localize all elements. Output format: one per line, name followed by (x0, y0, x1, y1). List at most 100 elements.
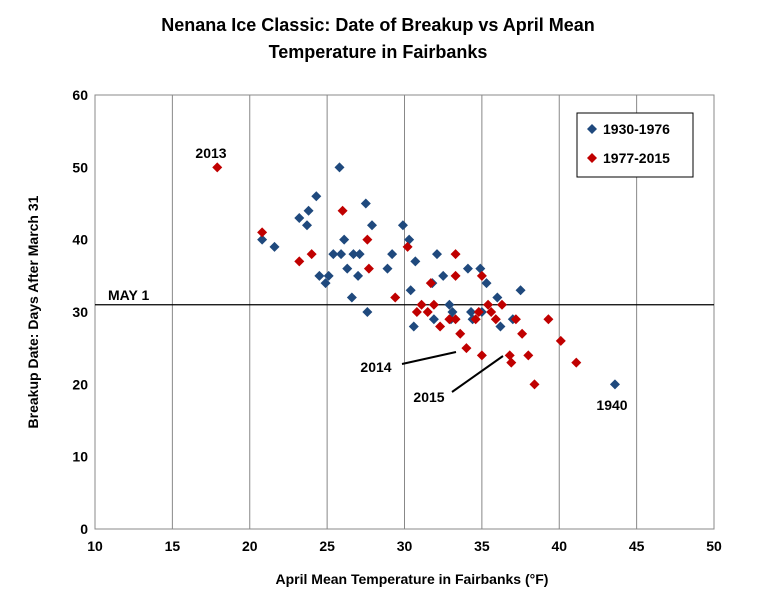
data-point-1930-1976 (342, 263, 353, 274)
data-point-1977-2015 (461, 343, 472, 354)
data-point-1977-2015 (470, 314, 481, 325)
x-tick-label: 20 (242, 538, 258, 554)
data-point-1930-1976 (323, 270, 334, 281)
data-point-1977-2015 (517, 328, 528, 339)
data-point-1977-2015 (450, 249, 461, 260)
data-point-1977-2015 (425, 278, 436, 289)
data-point-1930-1976 (336, 249, 347, 260)
legend-box (576, 112, 694, 178)
x-tick-label: 40 (551, 538, 567, 554)
x-tick-label: 15 (165, 538, 181, 554)
data-point-1977-2015 (571, 357, 582, 368)
data-point-1930-1976 (328, 249, 339, 260)
data-point-1977-2015 (411, 307, 422, 317)
data-point-1930-1976 (462, 263, 473, 274)
data-point-1930-1976 (397, 220, 408, 231)
data-point-1930-1976 (438, 270, 449, 281)
data-point-1977-2015 (476, 350, 487, 361)
annotation-1940: 1940 (596, 397, 627, 413)
data-points (212, 162, 620, 390)
data-point-1930-1976 (447, 307, 458, 317)
data-point-1977-2015 (490, 314, 501, 325)
data-point-1977-2015 (506, 357, 517, 368)
chart-title-line-2: Temperature in Fairbanks (269, 42, 488, 62)
data-point-1977-2015 (510, 314, 521, 325)
annotation-2015: 2015 (413, 389, 444, 405)
data-point-1930-1976 (515, 285, 526, 296)
data-point-1977-2015 (337, 205, 348, 216)
data-point-1977-2015 (257, 227, 268, 238)
data-point-1930-1976 (367, 220, 378, 231)
annotation-leader-2014 (401, 351, 457, 365)
data-point-1977-2015 (543, 314, 554, 325)
data-point-1977-2015 (450, 314, 461, 325)
data-point-1930-1976 (382, 263, 393, 274)
data-point-1930-1976 (408, 321, 419, 332)
data-point-1977-2015 (555, 335, 566, 346)
data-point-1930-1976 (444, 299, 455, 310)
data-point-1930-1976 (481, 278, 492, 289)
chart-title-line-1: Nenana Ice Classic: Date of Breakup vs A… (161, 15, 595, 35)
y-tick-label: 50 (72, 159, 88, 175)
x-tick-label: 10 (87, 538, 103, 554)
data-point-1930-1976 (387, 249, 398, 260)
data-point-1930-1976 (294, 212, 305, 223)
y-tick-label: 30 (72, 304, 88, 320)
x-axis-label: April Mean Temperature in Fairbanks (°F) (276, 571, 549, 587)
y-tick-label: 60 (72, 87, 88, 103)
data-point-1930-1976 (466, 307, 477, 317)
legend-marker-1930-1976 (587, 124, 597, 134)
y-axis-label: Breakup Date: Days After March 31 (25, 195, 41, 428)
data-point-1977-2015 (504, 350, 515, 361)
data-point-1930-1976 (334, 162, 345, 173)
data-point-1977-2015 (450, 270, 461, 281)
data-point-1930-1976 (302, 220, 313, 231)
data-point-1977-2015 (473, 307, 484, 317)
data-point-1930-1976 (492, 292, 503, 303)
data-point-1930-1976 (362, 307, 373, 317)
data-point-1930-1976 (320, 278, 331, 289)
data-point-1930-1976 (269, 241, 280, 252)
x-tick-label: 30 (397, 538, 413, 554)
annotation-2014: 2014 (360, 359, 391, 375)
data-point-1930-1976 (609, 379, 620, 390)
data-point-1930-1976 (410, 256, 421, 267)
legend: 1930-1976 1977-2015 (576, 112, 694, 178)
x-tick-label: 25 (319, 538, 335, 554)
data-point-1977-2015 (294, 256, 305, 267)
y-tick-label: 10 (72, 449, 88, 465)
data-point-1930-1976 (404, 234, 415, 245)
x-tick-label: 45 (629, 538, 645, 554)
data-point-1977-2015 (486, 307, 497, 317)
data-point-1930-1976 (348, 249, 359, 260)
annotation-2013: 2013 (195, 145, 226, 161)
data-point-1977-2015 (416, 299, 427, 310)
legend-label-1930-1976: 1930-1976 (603, 121, 670, 137)
data-point-1930-1976 (353, 270, 364, 281)
may-1-label: MAY 1 (108, 287, 149, 303)
data-point-1930-1976 (303, 205, 314, 216)
data-point-1930-1976 (495, 321, 506, 332)
data-point-1977-2015 (363, 263, 374, 274)
data-point-1977-2015 (306, 249, 317, 260)
data-point-1977-2015 (529, 379, 540, 390)
data-point-1930-1976 (431, 249, 442, 260)
data-point-1930-1976 (405, 285, 416, 296)
data-point-1977-2015 (212, 162, 223, 173)
y-tick-label: 20 (72, 376, 88, 392)
x-tick-label: 35 (474, 538, 490, 554)
data-point-1977-2015 (483, 299, 494, 310)
y-tick-label: 0 (80, 521, 88, 537)
data-point-1977-2015 (444, 314, 455, 325)
data-point-1977-2015 (390, 292, 401, 303)
x-tick-label: 50 (706, 538, 722, 554)
data-point-1930-1976 (311, 191, 322, 202)
data-point-1930-1976 (354, 249, 365, 260)
data-point-1930-1976 (257, 234, 268, 245)
data-point-1977-2015 (428, 299, 439, 310)
data-point-1977-2015 (362, 234, 373, 245)
annotation-leader-2015 (451, 355, 504, 393)
legend-label-1977-2015: 1977-2015 (603, 150, 670, 166)
data-point-1977-2015 (435, 321, 446, 332)
data-point-1930-1976 (314, 270, 325, 281)
